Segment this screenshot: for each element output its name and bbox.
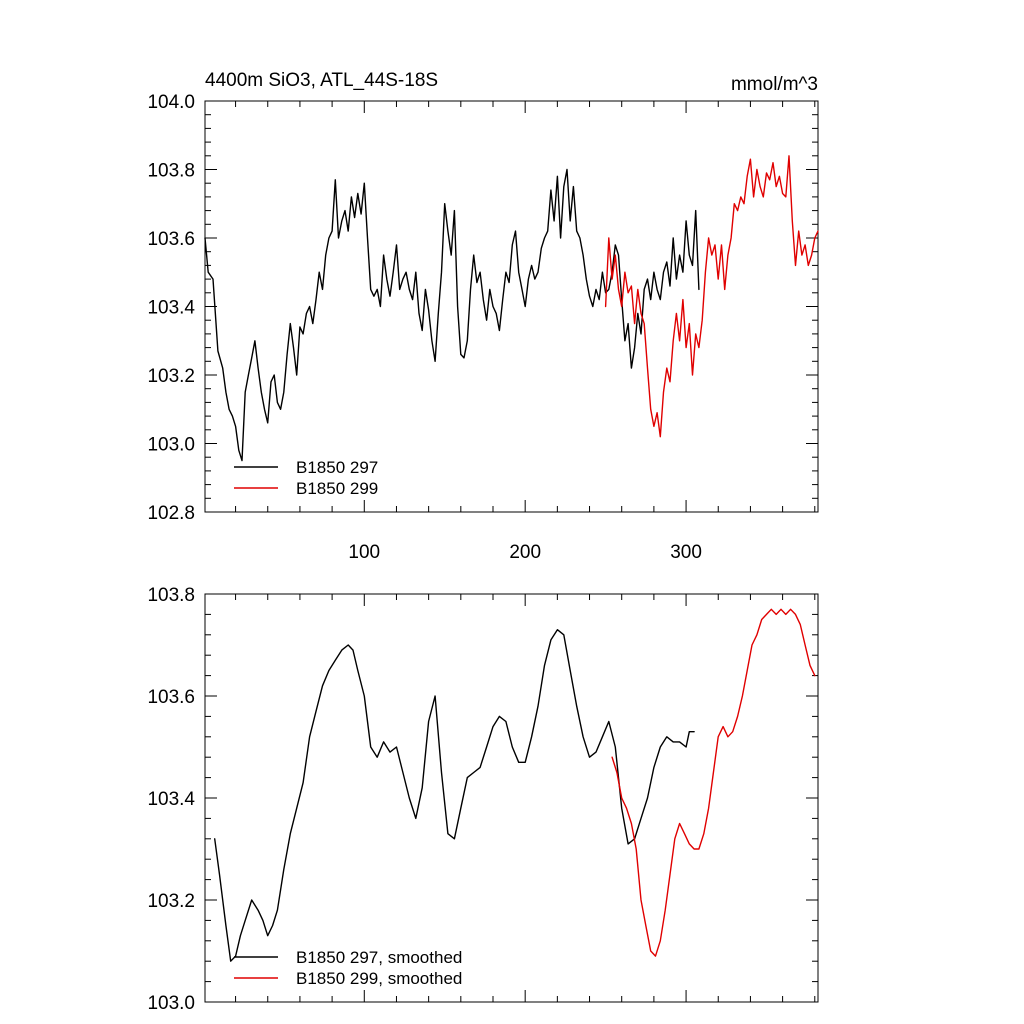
legend-label: B1850 297, smoothed — [296, 948, 462, 967]
y-tick-label: 102.8 — [147, 503, 195, 524]
y-tick-label: 104.0 — [147, 92, 195, 113]
legend-label: B1850 299, smoothed — [296, 969, 462, 988]
y-tick-label: 103.4 — [147, 789, 195, 810]
series-line-1 — [213, 629, 695, 962]
y-tick-label: 103.8 — [147, 585, 195, 606]
chart-title: 4400m SiO3, ATL_44S-18S — [205, 70, 438, 91]
x-tick-label: 100 — [348, 542, 380, 563]
y-tick-label: 103.4 — [147, 298, 195, 319]
y-tick-label: 103.8 — [147, 161, 195, 182]
units-label: mmol/m^3 — [731, 74, 818, 95]
plot-frame — [204, 100, 819, 513]
legend-label: B1850 299 — [296, 479, 378, 498]
top-panel: 102.8 103.0 103.2 103.4 103.6 103.8 104.0 100 20… — [147, 70, 819, 563]
y-tick-label: 103.0 — [147, 993, 195, 1014]
bottom-panel: 103.0 103.2 103.4 103.6 103.8 B1850 297, smoo… — [147, 585, 819, 1014]
x-tick-label: 200 — [509, 542, 541, 563]
series-line-2 — [604, 155, 819, 438]
x-tick-label: 300 — [670, 542, 702, 563]
y-tick-label: 103.6 — [147, 687, 195, 708]
series-line-1 — [204, 168, 700, 462]
plot-frame — [204, 593, 819, 1003]
series-line-2 — [611, 608, 816, 957]
y-tick-label: 103.0 — [147, 435, 195, 456]
y-tick-label: 103.2 — [147, 366, 195, 387]
y-tick-label: 103.6 — [147, 229, 195, 250]
legend-label: B1850 297 — [296, 458, 378, 477]
y-tick-label: 103.2 — [147, 891, 195, 912]
